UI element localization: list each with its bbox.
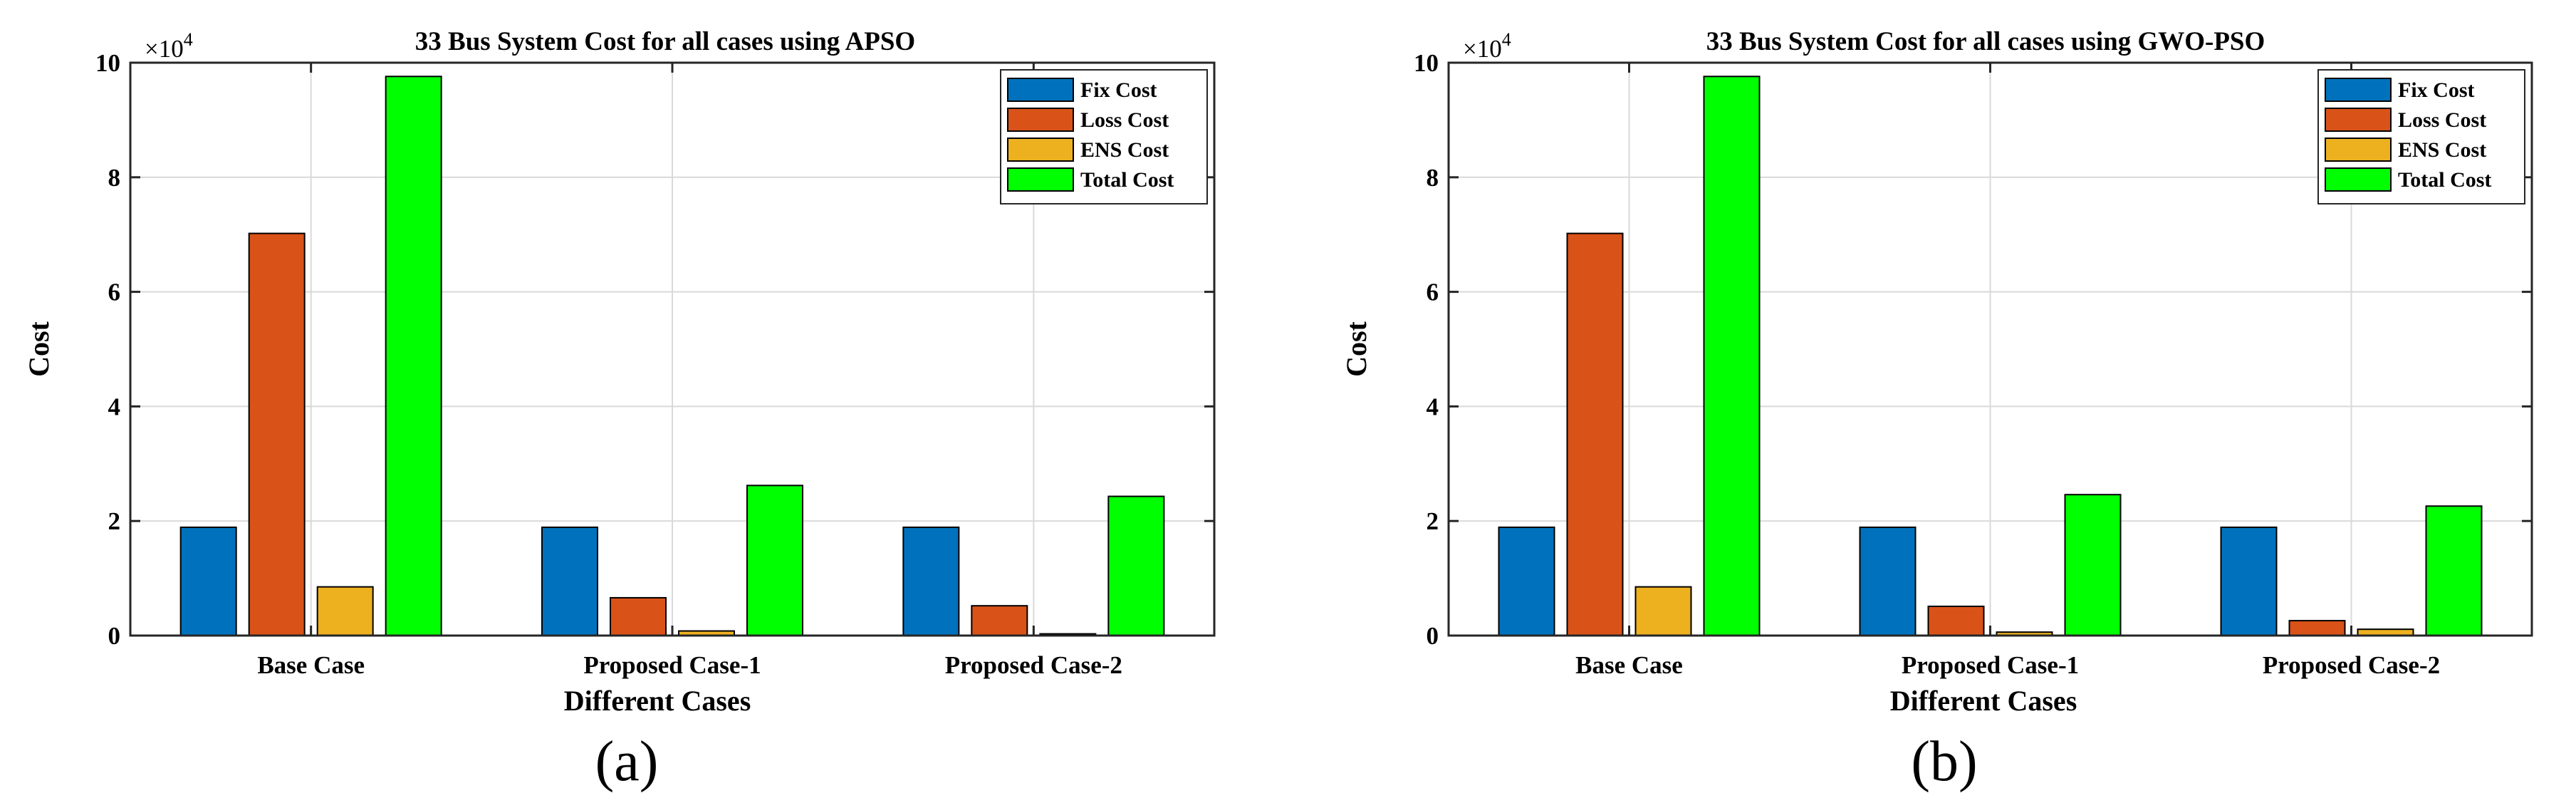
x-ticks: Base Case Proposed Case-1 Proposed Case-2 (257, 63, 1122, 679)
y-axis-label: Cost (1340, 321, 1372, 376)
bar-total-cost (2064, 494, 2122, 636)
y-tick-label: 4 (1427, 393, 1439, 420)
legend-swatch (1007, 167, 1074, 192)
bar-loss-cost (248, 232, 306, 637)
y-tick-label: 4 (108, 393, 121, 420)
y-tick-label: 0 (108, 622, 121, 650)
panel-label: (b) (1911, 730, 1977, 793)
legend: Fix Cost Loss Cost ENS Cost Total Cost (2317, 69, 2525, 204)
bar-total-cost (1107, 495, 1165, 636)
bar-fix-cost (541, 527, 598, 636)
panel-label: (a) (595, 730, 659, 793)
y-tick-label: 2 (1427, 507, 1439, 535)
x-axis-label: Different Cases (1890, 685, 2077, 717)
chart-panel-a: 0 2 4 6 8 10 Base Case Proposed Case-1 Proposed … (23, 27, 1216, 793)
y-tick-label: 0 (1427, 622, 1439, 650)
bar-loss-cost (610, 596, 667, 636)
y-ticks: 0 2 4 6 8 10 (1414, 49, 2532, 650)
y-scale-exponent: 4 (184, 29, 193, 50)
legend-label: Loss Cost (2398, 108, 2486, 132)
y-scale-base: ×10 (145, 35, 184, 63)
bar-ens-cost (316, 586, 374, 636)
x-axis-label: Different Cases (564, 685, 751, 717)
bar-total-cost (1703, 76, 1761, 636)
legend-swatch (2325, 78, 2392, 102)
legend-swatch (1007, 108, 1074, 132)
legend-label: Total Cost (2398, 168, 2491, 192)
y-tick-label: 8 (1427, 164, 1439, 192)
y-tick-label: 6 (1427, 279, 1439, 306)
y-scale-base: ×10 (1463, 35, 1502, 63)
y-scale-exponent: 4 (1502, 29, 1511, 50)
legend-swatch (2325, 167, 2392, 192)
bar-fix-cost (1498, 527, 1555, 636)
bar-loss-cost (2288, 620, 2346, 637)
x-tick-label: Proposed Case-2 (945, 651, 1122, 679)
y-scale-factor: ×104 (145, 29, 193, 63)
legend-label: Fix Cost (1080, 78, 1157, 102)
bar-ens-cost (1634, 586, 1692, 636)
bar-loss-cost (1566, 232, 1624, 637)
x-tick-label: Proposed Case-1 (1902, 651, 2079, 679)
legend-swatch (1007, 138, 1074, 162)
legend-label: Total Cost (1080, 168, 1174, 192)
chart-panel-b: 0 2 4 6 8 10 Base Case Proposed Case-1 Proposed … (1340, 27, 2533, 793)
chart-title: 33 Bus System Cost for all cases using A… (415, 27, 915, 56)
x-tick-label: Base Case (1575, 651, 1683, 679)
x-tick-label: Base Case (257, 651, 365, 679)
chart-title: 33 Bus System Cost for all cases using G… (1706, 27, 2265, 56)
y-tick-label: 10 (1414, 49, 1439, 77)
bar-total-cost (746, 485, 803, 636)
legend-swatch (1007, 78, 1074, 102)
y-tick-label: 8 (108, 164, 121, 192)
bar-total-cost (385, 76, 442, 636)
y-tick-label: 2 (108, 507, 121, 535)
y-scale-factor: ×104 (1463, 29, 1511, 63)
y-tick-label: 6 (108, 279, 121, 306)
bar-loss-cost (1927, 605, 1985, 636)
legend-swatch (2325, 108, 2392, 132)
grid (130, 63, 1214, 636)
x-tick-label: Proposed Case-1 (583, 651, 761, 679)
legend: Fix Cost Loss Cost ENS Cost Total Cost (1000, 69, 1208, 204)
legend-label: Loss Cost (1080, 108, 1169, 132)
x-ticks: Base Case Proposed Case-1 Proposed Case-2 (1575, 63, 2440, 679)
y-tick-label: 10 (95, 49, 120, 77)
legend-label: ENS Cost (1080, 138, 1169, 162)
bar-loss-cost (971, 605, 1028, 637)
legend-swatch (2325, 138, 2392, 162)
legend-label: Fix Cost (2398, 78, 2475, 102)
bar-fix-cost (1859, 527, 1917, 636)
bar-fix-cost (902, 527, 960, 636)
x-tick-label: Proposed Case-2 (2263, 651, 2440, 679)
bar-total-cost (2425, 505, 2483, 637)
y-axis-label: Cost (23, 321, 55, 376)
legend-label: ENS Cost (2398, 138, 2486, 162)
bar-fix-cost (179, 527, 237, 636)
bar-fix-cost (2220, 527, 2278, 636)
